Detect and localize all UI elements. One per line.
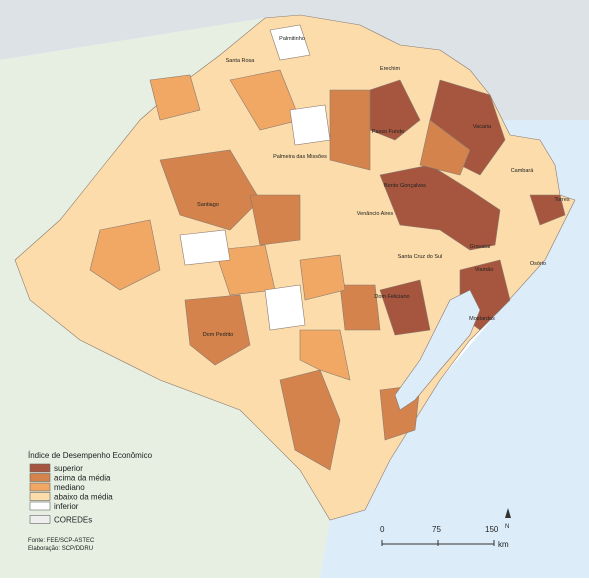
- place-label: Vacaria: [473, 124, 492, 130]
- place-label: Palmitinho: [279, 36, 305, 42]
- legend-swatch: [29, 482, 51, 492]
- north-arrow: [505, 508, 511, 518]
- place-label: Bento Gonçalves: [384, 183, 426, 189]
- lagoon: [394, 289, 481, 411]
- place-labels: Palmitinho Santa Rosa Erechim Passo Fund…: [197, 36, 570, 338]
- place-label: Venâncio Aires: [357, 211, 394, 217]
- municipality: [249, 194, 301, 246]
- legend-swatch: [29, 473, 51, 482]
- municipality: [149, 74, 201, 121]
- municipality: [299, 254, 346, 301]
- place-label: Passo Fundo: [372, 129, 404, 135]
- legend-label: COREDEs: [54, 516, 92, 525]
- municipality: [339, 284, 381, 331]
- legend-title: Índice de Desempenho Econômico: [28, 451, 153, 460]
- place-label: Osório: [530, 261, 546, 267]
- municipality: [419, 119, 471, 176]
- legend-label: mediano: [54, 483, 85, 492]
- neighbor-state: [0, 0, 589, 120]
- scale-label: 150: [485, 525, 499, 534]
- municipality: [379, 164, 501, 251]
- municipality: [289, 104, 331, 146]
- municipality: [299, 329, 351, 381]
- municipality: [379, 279, 431, 336]
- source: Elaboração: SCP/DDRU: [28, 546, 93, 552]
- place-label: Palmeira das Missões: [273, 154, 327, 160]
- municipality: [279, 369, 341, 471]
- place-label: Santa Cruz do Sul: [398, 254, 443, 260]
- municipality: [89, 219, 161, 291]
- municipality: [264, 284, 306, 331]
- scale-unit: km: [498, 540, 509, 549]
- place-label: Mostardas: [469, 316, 495, 322]
- municipality: [179, 229, 231, 266]
- source: Fonte: FEE/SCP-ASTEC: [28, 538, 95, 544]
- place-label: Viamão: [475, 267, 494, 273]
- municipality: [184, 294, 251, 366]
- municipality: [269, 24, 311, 61]
- legend-swatch: [29, 492, 51, 501]
- legend-swatch: [29, 501, 51, 511]
- scale-label: 75: [432, 525, 441, 534]
- place-label: Cambará: [511, 168, 535, 174]
- municipality: [159, 149, 261, 231]
- place-label: Santa Rosa: [226, 58, 256, 64]
- ocean: [320, 120, 589, 578]
- legend-label: superior: [54, 464, 83, 473]
- municipality: [329, 89, 371, 171]
- neighbor-country: [0, 18, 330, 578]
- municipality: [529, 194, 566, 226]
- scale-bar: 0 75 150 km N: [380, 508, 511, 549]
- place-label: Gravataí: [469, 244, 491, 250]
- place-label: Dom Feliciano: [374, 294, 409, 300]
- place-label: Torres: [554, 197, 570, 203]
- place-label: Santiago: [197, 202, 219, 208]
- north-label: N: [505, 524, 509, 530]
- scale-label: 0: [380, 525, 385, 534]
- legend-label: abaixo da média: [54, 493, 113, 502]
- municipalities: [14, 14, 576, 521]
- place-label: Dom Pedrito: [203, 332, 234, 338]
- legend-label: acima da média: [54, 474, 111, 483]
- place-label: Erechim: [380, 66, 401, 72]
- legend-label: inferior: [54, 502, 79, 511]
- legend: Índice de Desempenho Econômico superiora…: [28, 451, 153, 525]
- legend-swatch: [29, 515, 51, 524]
- legend-swatch: [29, 463, 51, 473]
